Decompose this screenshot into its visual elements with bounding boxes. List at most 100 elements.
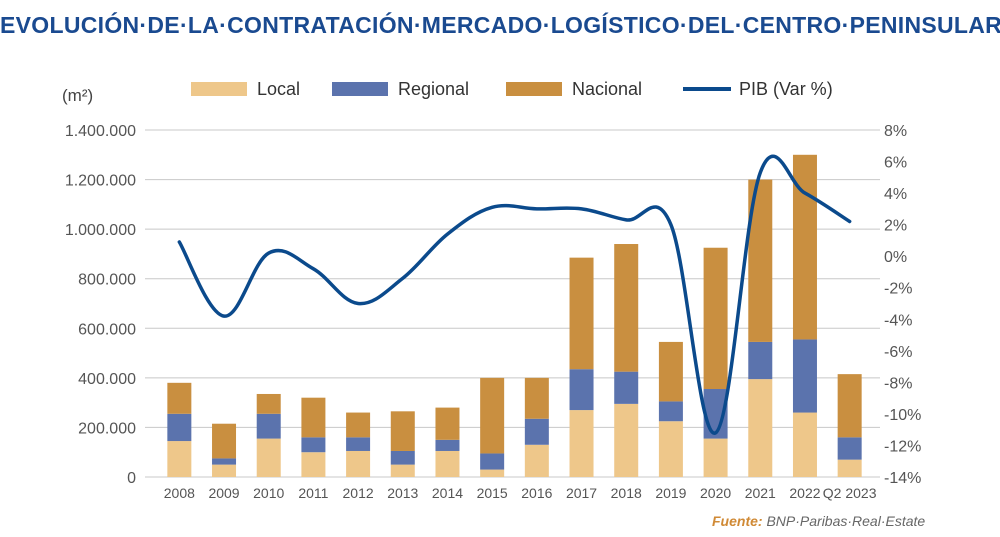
y-left-tick-label: 1.400.000 bbox=[65, 123, 136, 140]
bar-segment-local bbox=[524, 444, 549, 477]
bars bbox=[167, 154, 862, 477]
bar-segment-regional bbox=[480, 453, 505, 470]
x-tick-label: 2021 bbox=[745, 485, 776, 501]
bar-segment-nacional bbox=[703, 247, 728, 390]
bar-segment-local bbox=[837, 459, 862, 477]
bar-segment-nacional bbox=[837, 374, 862, 438]
bar-segment-regional bbox=[346, 437, 371, 451]
x-axis: 2008 2009 2010 2011 2012 2013 2014 2015 2016 2017… bbox=[164, 485, 877, 501]
x-tick-label: 2013 bbox=[387, 485, 418, 501]
x-tick-label: 2009 bbox=[208, 485, 239, 501]
source-text: BNP·Paribas·Real·Estate bbox=[766, 513, 926, 529]
bar-segment-nacional bbox=[346, 412, 371, 438]
y-right-tick-label: 0% bbox=[884, 249, 907, 266]
y-right-tick-label: -4% bbox=[884, 312, 912, 329]
y-right-tick-label: -12% bbox=[884, 438, 921, 455]
legend-label: Nacional bbox=[572, 79, 642, 99]
bar-segment-regional bbox=[524, 418, 549, 445]
bar-segment-local bbox=[301, 452, 326, 477]
y-left-tick-label: 0 bbox=[127, 470, 136, 487]
bar-segment-nacional bbox=[569, 257, 594, 370]
legend-swatch-local bbox=[191, 82, 247, 96]
y-axis-right: -14% -12% -10% -8% -6% -4% -2% 0% 2% 4% 6% 8% bbox=[884, 123, 921, 487]
x-tick-label: 2010 bbox=[253, 485, 284, 501]
bar-segment-local bbox=[390, 464, 415, 477]
source-label: Fuente: bbox=[712, 513, 763, 529]
legend-swatch-nacional bbox=[506, 82, 562, 96]
bar-segment-local bbox=[480, 469, 505, 477]
bar-segment-regional bbox=[256, 413, 281, 439]
y-right-tick-label: 2% bbox=[884, 218, 907, 235]
pib-line bbox=[177, 154, 852, 435]
x-tick-label: 2022 bbox=[789, 485, 820, 501]
bar-segment-nacional bbox=[256, 393, 281, 414]
bar-segment-local bbox=[212, 464, 237, 477]
y-left-tick-label: 1.000.000 bbox=[65, 222, 136, 239]
x-tick-label: 2020 bbox=[700, 485, 731, 501]
bar-segment-nacional bbox=[390, 411, 415, 451]
bar-segment-local bbox=[167, 441, 192, 477]
bar-segment-nacional bbox=[614, 244, 639, 372]
bar-segment-regional bbox=[837, 437, 862, 460]
bar-segment-local bbox=[569, 410, 594, 477]
y-left-tick-label: 1.200.000 bbox=[65, 173, 136, 190]
y-left-tick-label: 600.000 bbox=[78, 321, 136, 338]
bar-segment-local bbox=[614, 403, 639, 477]
y-left-tick-label: 200.000 bbox=[78, 420, 136, 437]
x-tick-label: 2008 bbox=[164, 485, 195, 501]
bar-segment-nacional bbox=[301, 397, 326, 438]
bar-segment-regional bbox=[390, 450, 415, 465]
bar-segment-nacional bbox=[658, 341, 683, 402]
bar-segment-local bbox=[256, 438, 281, 477]
y-right-tick-label: -8% bbox=[884, 375, 912, 392]
y-left-tick-label: 800.000 bbox=[78, 272, 136, 289]
x-tick-label: 2014 bbox=[432, 485, 463, 501]
legend-label: Local bbox=[257, 79, 300, 99]
bar-segment-nacional bbox=[524, 377, 549, 419]
legend-label: PIB (Var %) bbox=[739, 79, 833, 99]
bar-segment-regional bbox=[435, 439, 460, 451]
bar-segment-regional bbox=[614, 371, 639, 404]
bar-segment-local bbox=[748, 379, 773, 477]
y-right-tick-label: 4% bbox=[884, 186, 907, 203]
chart-title: EVOLUCIÓN·DE·LA·CONTRATACIÓN·MERCADO·LOG… bbox=[0, 12, 1000, 38]
legend-swatch-regional bbox=[332, 82, 388, 96]
x-tick-label: 2019 bbox=[655, 485, 686, 501]
bar-segment-local bbox=[435, 450, 460, 477]
bar-segment-regional bbox=[569, 369, 594, 411]
y-right-tick-label: -6% bbox=[884, 344, 912, 361]
bar-segment-regional bbox=[301, 437, 326, 453]
source-note: Fuente: BNP·Paribas·Real·Estate bbox=[712, 513, 925, 529]
bar-segment-nacional bbox=[480, 377, 505, 454]
pib-line-group bbox=[177, 154, 852, 435]
bar-segment-local bbox=[703, 438, 728, 477]
x-tick-label: 2018 bbox=[611, 485, 642, 501]
bar-segment-regional bbox=[748, 341, 773, 380]
bar-segment-regional bbox=[792, 339, 817, 413]
y-right-tick-label: 8% bbox=[884, 123, 907, 140]
bar-segment-nacional bbox=[212, 423, 237, 459]
bar-segment-regional bbox=[167, 413, 192, 442]
y-right-tick-label: 6% bbox=[884, 155, 907, 172]
x-tick-label: Q2 2023 bbox=[823, 485, 877, 501]
x-tick-label: 2011 bbox=[298, 485, 328, 501]
y-left-tick-label: 400.000 bbox=[78, 371, 136, 388]
bar-segment-local bbox=[658, 421, 683, 477]
bar-segment-regional bbox=[212, 458, 237, 465]
bar-segment-local bbox=[792, 412, 817, 477]
x-tick-label: 2012 bbox=[343, 485, 374, 501]
x-tick-label: 2016 bbox=[521, 485, 552, 501]
legend-label: Regional bbox=[398, 79, 469, 99]
bar-segment-nacional bbox=[435, 407, 460, 440]
x-tick-label: 2015 bbox=[477, 485, 508, 501]
bar-segment-local bbox=[346, 450, 371, 477]
y-right-tick-label: -10% bbox=[884, 407, 921, 424]
y-right-tick-label: -2% bbox=[884, 281, 912, 298]
bar-segment-nacional bbox=[167, 382, 192, 414]
bar-segment-regional bbox=[658, 401, 683, 422]
y-right-tick-label: -14% bbox=[884, 470, 921, 487]
legend: Local Regional Nacional PIB (Var %) bbox=[191, 79, 833, 99]
y-axis-left: 0 200.000 400.000 600.000 800.000 1.000.000 1.… bbox=[65, 123, 136, 487]
y-axis-unit-label: (m²) bbox=[62, 86, 93, 105]
